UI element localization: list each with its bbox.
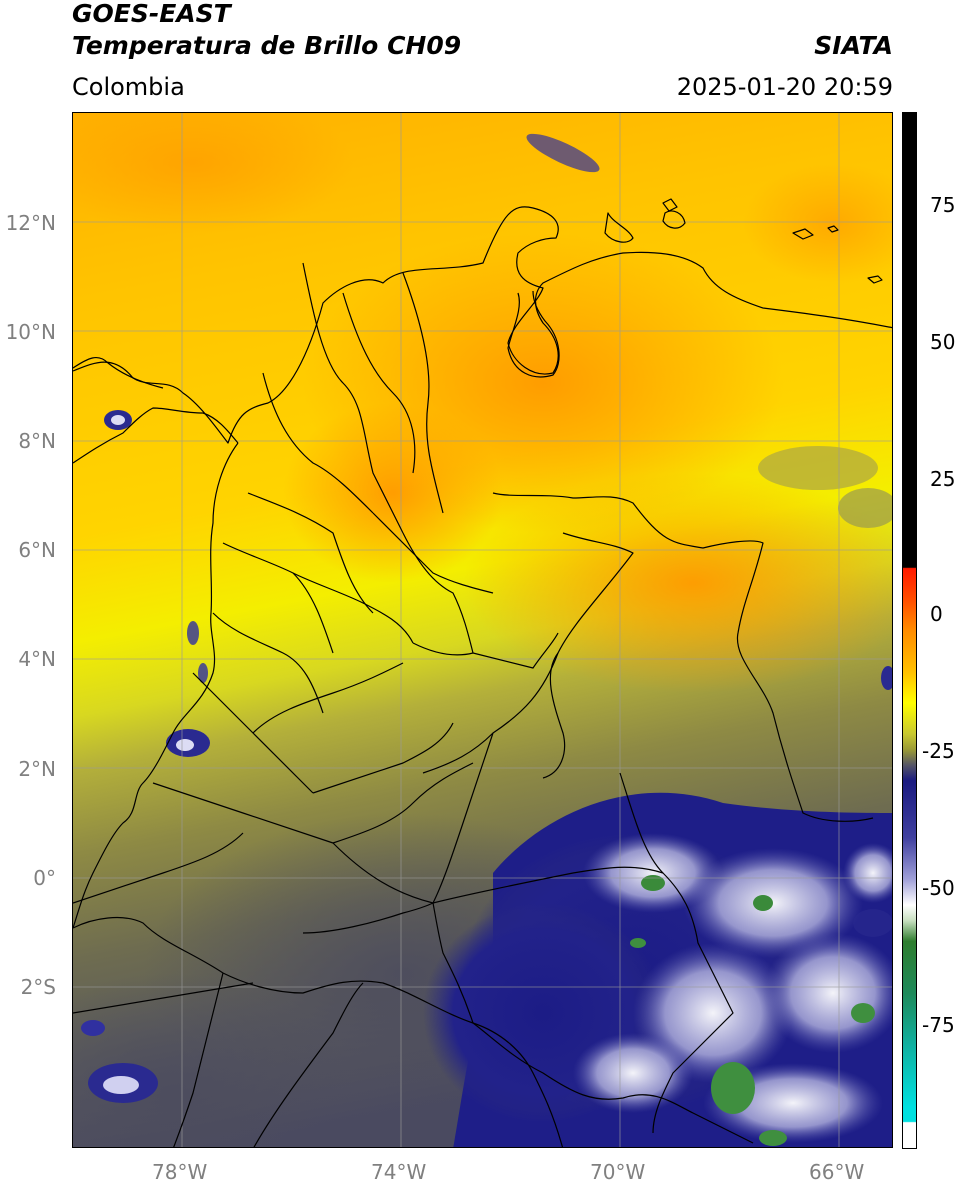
lon-label-66w: 66°W: [809, 1160, 865, 1184]
lat-label-2s: 2°S: [20, 975, 56, 999]
lat-label-10n: 10°N: [5, 320, 56, 344]
colorbar-tick-50: 50: [930, 330, 956, 354]
colorbar: [902, 112, 917, 1149]
brightness-temperature-field: [73, 113, 892, 1147]
colorbar-tick-minus50: -50: [922, 876, 955, 900]
colorbar-tick-25: 25: [930, 467, 956, 491]
colorbar-tick-minus75: -75: [922, 1013, 955, 1037]
colorbar-tick-0: 0: [930, 602, 943, 626]
lon-label-78w: 78°W: [152, 1160, 208, 1184]
lat-label-8n: 8°N: [18, 429, 56, 453]
lat-label-6n: 6°N: [18, 538, 56, 562]
satellite-title: GOES-EAST: [72, 0, 231, 28]
colorbar-tick-minus25: -25: [922, 739, 955, 763]
lon-label-74w: 74°W: [371, 1160, 427, 1184]
lat-label-0: 0°: [33, 866, 56, 890]
lat-label-12n: 12°N: [5, 211, 56, 235]
agency-label: SIATA: [814, 31, 893, 60]
satellite-map: [72, 112, 893, 1148]
region-label: Colombia: [72, 73, 185, 101]
lat-label-2n: 2°N: [18, 757, 56, 781]
lon-label-70w: 70°W: [590, 1160, 646, 1184]
datetime-label: 2025-01-20 20:59: [676, 73, 893, 101]
product-title: Temperatura de Brillo CH09: [72, 31, 462, 60]
colorbar-tick-75: 75: [930, 193, 956, 217]
lat-label-4n: 4°N: [18, 647, 56, 671]
